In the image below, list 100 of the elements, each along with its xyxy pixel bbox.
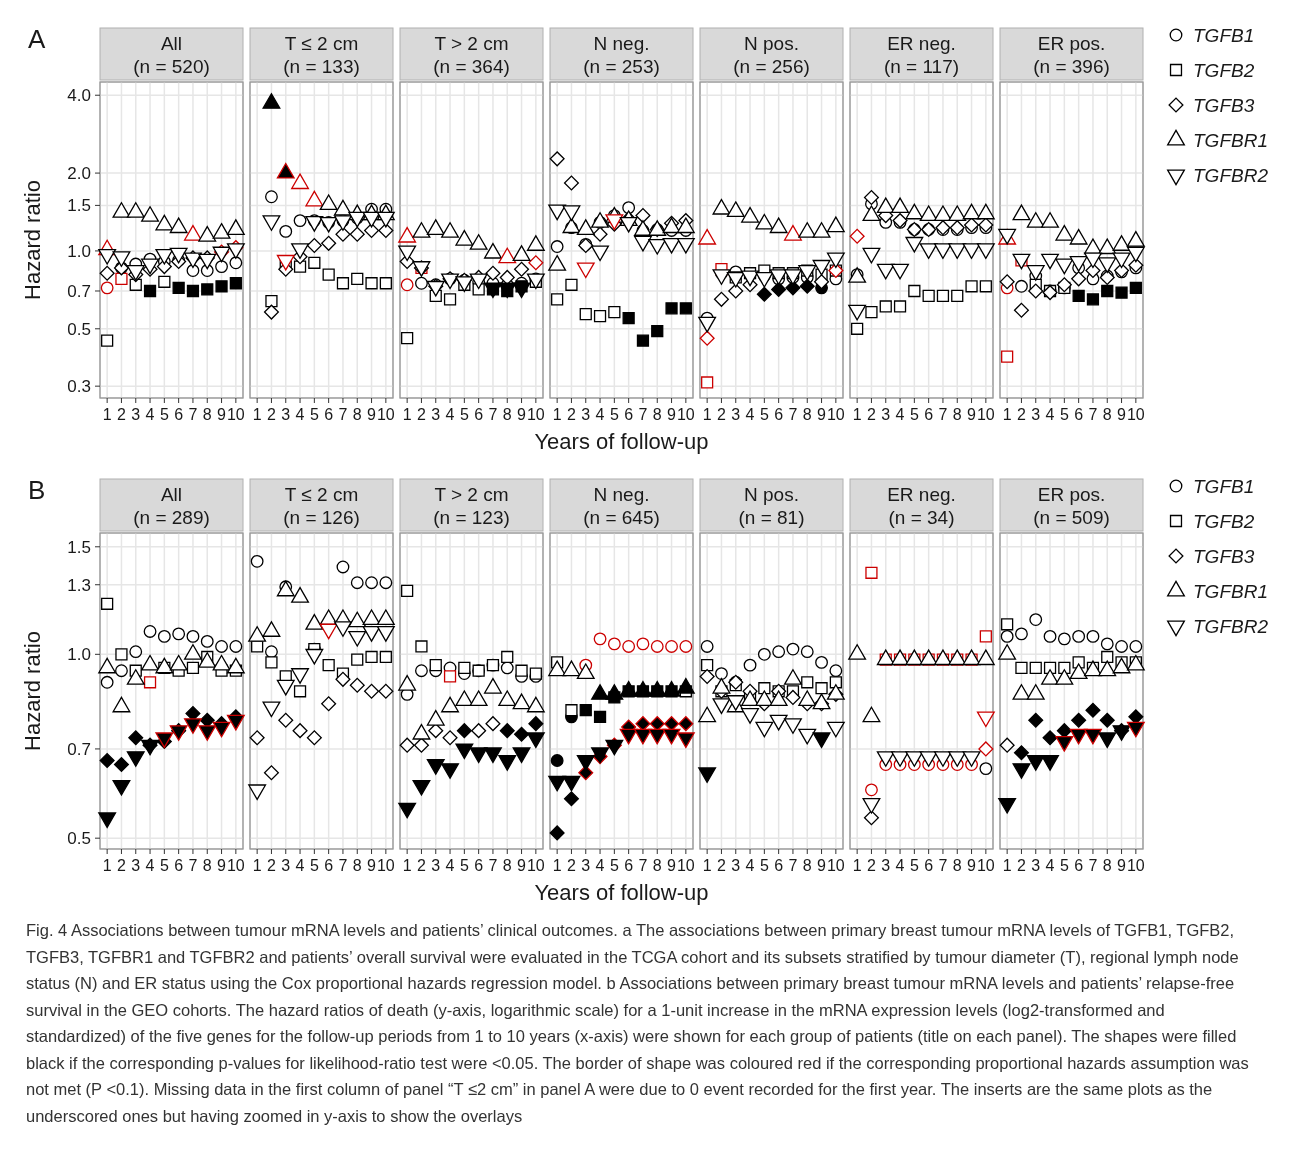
x-tick-label: 9 — [817, 857, 827, 874]
x-tick-label: 10 — [226, 857, 245, 874]
y-tick-label: 0.7 — [67, 282, 91, 301]
x-tick-label: 8 — [202, 406, 212, 423]
x-tick-label: 1 — [1002, 857, 1012, 874]
x-tick-label: 8 — [1102, 857, 1112, 874]
x-tick-label: 1 — [552, 857, 562, 874]
x-tick-label: 3 — [131, 857, 141, 874]
y-tick-label: 1.0 — [67, 241, 91, 261]
x-tick-label: 9 — [967, 857, 977, 874]
x-tick-label: 6 — [474, 857, 484, 874]
x-tick-label: 1 — [702, 406, 712, 423]
x-tick-label: 6 — [774, 406, 784, 423]
x-tick-label: 8 — [202, 857, 212, 874]
x-tick-label: 10 — [976, 857, 995, 874]
x-tick-label: 6 — [924, 406, 934, 423]
x-tick-label: 10 — [376, 406, 395, 423]
x-tick-label: 10 — [976, 406, 995, 423]
x-tick-label: 6 — [174, 406, 184, 423]
x-tick-label: 3 — [431, 406, 441, 423]
x-tick-label: 8 — [1102, 406, 1112, 423]
chart-title: N pos. (n = 256) — [733, 33, 810, 77]
x-tick-label: 9 — [1117, 406, 1127, 423]
chart-title: All (n = 520) — [133, 33, 210, 77]
x-tick-label: 4 — [595, 406, 605, 423]
legend-label: TGFBR1 — [1193, 581, 1268, 602]
chart-title: N neg. (n = 253) — [583, 33, 660, 77]
x-tick-label: 7 — [488, 857, 498, 874]
chart-title: T > 2 cm (n = 364) — [433, 33, 510, 77]
x-tick-label: 8 — [352, 857, 362, 874]
x-tick-label: 6 — [1074, 857, 1084, 874]
x-tick-label: 10 — [1126, 406, 1145, 423]
x-tick-label: 9 — [1117, 857, 1127, 874]
x-tick-label: 7 — [1088, 857, 1098, 874]
y-axis-title: Hazard ratio — [20, 631, 45, 751]
x-tick-label: 8 — [802, 857, 812, 874]
chart-title: ER pos. (n = 509) — [1033, 484, 1110, 528]
x-tick-label: 7 — [1088, 406, 1098, 423]
x-tick-label: 7 — [338, 406, 348, 423]
x-tick-label: 10 — [526, 857, 545, 874]
x-tick-label: 7 — [338, 857, 348, 874]
x-tick-label: 2 — [567, 406, 576, 423]
chart-title: All (n = 289) — [133, 484, 210, 528]
x-tick-label: 1 — [402, 857, 412, 874]
x-tick-label: 3 — [1031, 406, 1041, 423]
x-tick-label: 8 — [802, 406, 812, 423]
x-tick-label: 5 — [1059, 857, 1069, 874]
x-tick-label: 9 — [217, 857, 227, 874]
x-tick-label: 3 — [281, 406, 291, 423]
legend-label: TGFB2 — [1193, 60, 1255, 81]
chart-title: ER pos. (n = 396) — [1033, 33, 1110, 77]
x-tick-label: 7 — [188, 406, 198, 423]
x-tick-label: 1 — [852, 406, 862, 423]
x-tick-label: 2 — [717, 857, 726, 874]
x-tick-label: 3 — [581, 857, 591, 874]
x-tick-label: 1 — [102, 857, 112, 874]
y-tick-label: 2.0 — [67, 164, 91, 184]
x-tick-label: 3 — [131, 406, 141, 423]
x-tick-label: 1 — [552, 406, 562, 423]
y-axis-title: Hazard ratio — [20, 180, 45, 300]
x-tick-label: 9 — [367, 406, 377, 423]
x-tick-label: 8 — [952, 857, 962, 874]
legend-label: TGFBR1 — [1193, 130, 1268, 151]
text: B — [28, 475, 46, 505]
y-tick-label: 0.5 — [67, 829, 91, 849]
x-tick-label: 3 — [731, 406, 741, 423]
chart-title: N neg. (n = 645) — [583, 484, 660, 528]
x-tick-label: 6 — [624, 857, 634, 874]
x-tick-label: 5 — [759, 406, 769, 423]
x-tick-label: 4 — [895, 406, 905, 423]
y-tick-label: 1.5 — [67, 537, 91, 557]
x-tick-label: 4 — [1045, 857, 1055, 874]
x-axis-title: Years of follow-up — [534, 880, 709, 905]
x-tick-label: 4 — [295, 857, 305, 874]
x-tick-label: 5 — [159, 857, 169, 874]
x-tick-label: 1 — [252, 857, 262, 874]
legend-label: TGFBR2 — [1193, 165, 1269, 186]
x-tick-label: 2 — [567, 857, 576, 874]
chart-title: T ≤ 2 cm (n = 126) — [283, 484, 360, 528]
x-tick-label: 5 — [459, 406, 469, 423]
x-tick-label: 4 — [445, 857, 455, 874]
x-tick-label: 10 — [526, 406, 545, 423]
legend-label: TGFB3 — [1193, 546, 1255, 567]
x-tick-label: 9 — [217, 406, 227, 423]
x-tick-label: 7 — [788, 406, 798, 423]
x-tick-label: 4 — [745, 857, 755, 874]
x-tick-label: 5 — [909, 406, 919, 423]
chart-title: T > 2 cm (n = 123) — [433, 484, 510, 528]
caption: Fig. 4 Associations between tumour mRNA levels and patients’ clinical outcomes. a The associations between primary breast tumour mRNA levels of TGFB1, TGFB2, TGFB3, TGFBR1 and TGFBR2 and patients’ overall survival were evaluated in the TCGA cohort and its subsets stratified by tumour diameter (T), regional lymph node status (N) and ER status using the Cox proportional hazards regression model. b Associations between primary breast tumour mRNA levels and patients’ relapse-free survival in the GEO cohorts. The hazard ratios of death (y-axis, logarithmic scale) for a 1-unit increase in the mRNA expression levels (log2-transformed and standardized) of the five genes for the follow-up periods from 1 to 10 years (x-axis) were shown for each group of patients (title on each panel). The shapes were filled black if the corresponding p-values for likelihood-ratio test were <0.05. The border of shape was coloured red if the corresponding proportional hazards assumption was not met (P <0.1). Missing data in the first column of panel “T ≤2 cm” in panel A were due to 0 event recorded for the first year. The inserts are the same plots as the underscored ones but having zoomed in y-axis to show the overlays — [25, 920, 1250, 1127]
y-tick-label: 1.5 — [67, 196, 91, 216]
x-tick-label: 6 — [624, 406, 634, 423]
x-tick-label: 4 — [295, 406, 305, 423]
chart-title: T ≤ 2 cm (n = 133) — [283, 33, 360, 77]
x-tick-label: 9 — [967, 406, 977, 423]
x-tick-label: 5 — [609, 406, 619, 423]
x-tick-label: 8 — [652, 857, 662, 874]
x-tick-label: 2 — [267, 857, 276, 874]
x-tick-label: 7 — [188, 857, 198, 874]
x-tick-label: 8 — [652, 406, 662, 423]
x-tick-label: 4 — [595, 857, 605, 874]
